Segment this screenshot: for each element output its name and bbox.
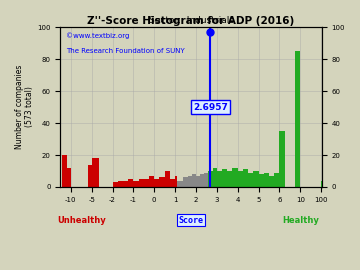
Text: ©www.textbiz.org: ©www.textbiz.org	[66, 32, 129, 39]
Y-axis label: Number of companies
(573 total): Number of companies (573 total)	[15, 65, 35, 149]
Text: 2.6957: 2.6957	[193, 103, 228, 112]
Bar	[200, 174, 204, 187]
Bar	[192, 174, 196, 187]
Bar	[217, 171, 222, 187]
Bar	[154, 179, 159, 187]
Bar	[134, 181, 139, 187]
Bar	[253, 171, 258, 187]
Bar	[213, 168, 217, 187]
Bar	[184, 177, 188, 187]
Text: The Research Foundation of SUNY: The Research Foundation of SUNY	[66, 48, 184, 54]
Bar	[188, 176, 192, 187]
Bar	[165, 171, 170, 187]
Bar	[175, 176, 177, 187]
Text: Unhealthy: Unhealthy	[57, 216, 106, 225]
Bar	[274, 173, 279, 187]
Bar	[295, 51, 301, 187]
Bar	[222, 169, 227, 187]
Bar	[63, 155, 67, 187]
Bar	[92, 158, 99, 187]
Bar	[238, 171, 243, 187]
Text: Score: Score	[179, 216, 204, 225]
Text: Sector:  Industrials: Sector: Industrials	[149, 16, 234, 25]
Bar	[139, 179, 144, 187]
Bar	[264, 173, 269, 187]
Bar	[248, 173, 253, 187]
Bar	[208, 171, 213, 187]
Bar	[128, 179, 134, 187]
Bar	[159, 177, 165, 187]
Bar	[123, 181, 128, 187]
Bar	[67, 168, 71, 187]
Bar	[227, 171, 233, 187]
Bar	[170, 179, 175, 187]
Bar	[233, 168, 238, 187]
Bar	[144, 179, 149, 187]
Bar	[196, 176, 200, 187]
Bar	[258, 174, 264, 187]
Bar	[118, 181, 123, 187]
Text: Healthy: Healthy	[283, 216, 319, 225]
Bar	[87, 165, 92, 187]
Bar	[113, 182, 118, 187]
Bar	[269, 176, 274, 187]
Bar	[177, 181, 184, 187]
Title: Z''-Score Histogram for ADP (2016): Z''-Score Histogram for ADP (2016)	[87, 16, 295, 26]
Bar	[204, 173, 208, 187]
Bar	[243, 169, 248, 187]
Bar	[279, 131, 285, 187]
Bar	[149, 176, 154, 187]
